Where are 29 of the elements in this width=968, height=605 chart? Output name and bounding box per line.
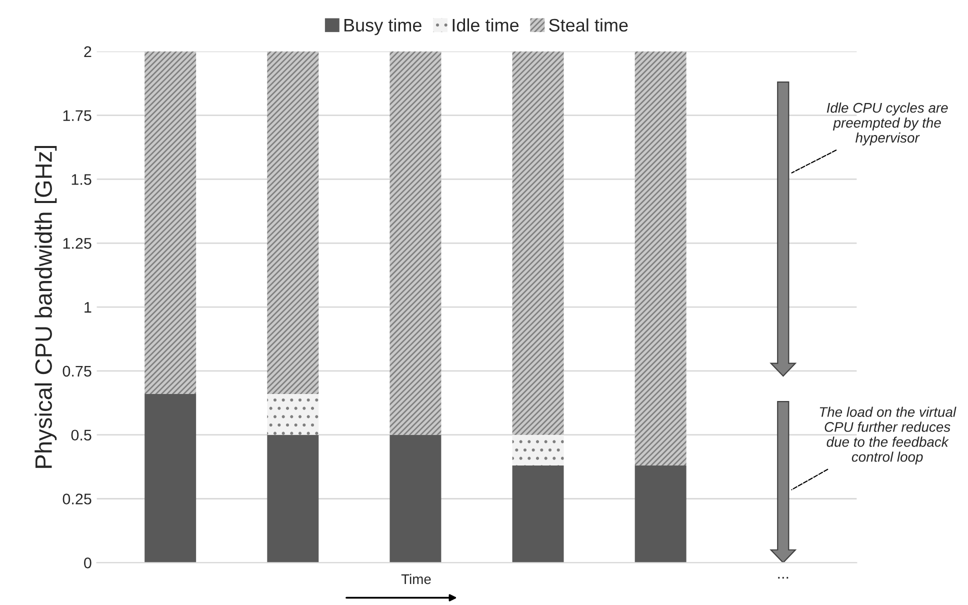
- annotation: Idle CPU cycles are preempted by the hypervisor: [826, 102, 948, 146]
- bar: [267, 434, 319, 563]
- x-axis-title: Time: [401, 574, 431, 584]
- bar: [390, 434, 442, 563]
- annotation: The load on the virtual CPU further reduces due to the feedback control loop: [820, 406, 956, 465]
- bar: [267, 51, 319, 394]
- y-tick-label: 0: [84, 558, 92, 568]
- bar: [634, 51, 686, 466]
- y-tick-label: 1.25: [63, 238, 92, 249]
- bar: [144, 51, 196, 394]
- y-tick-label: 1.5: [72, 174, 92, 185]
- bar: [512, 434, 564, 466]
- y-tick-label: 0.5: [71, 430, 92, 441]
- legend-label: Steal time: [549, 18, 628, 32]
- y-tick-label: 0.75: [62, 366, 92, 377]
- y-tick-label: 2: [84, 46, 92, 57]
- bar: [267, 394, 319, 435]
- x-tick-label: ...: [778, 576, 788, 579]
- y-tick-label: 0.25: [62, 494, 92, 504]
- bar: [144, 394, 196, 563]
- y-tick-label: 1: [84, 302, 92, 313]
- bar: [634, 466, 686, 563]
- bar: [390, 51, 442, 435]
- y-axis-title: Physical CPU bandwidth [GHz]: [34, 146, 57, 468]
- bar: [512, 466, 564, 563]
- legend-label: Idle time: [452, 18, 519, 32]
- y-tick-label: 1.75: [63, 110, 92, 122]
- bar: [512, 51, 564, 435]
- legend-label: Busy time: [344, 18, 422, 36]
